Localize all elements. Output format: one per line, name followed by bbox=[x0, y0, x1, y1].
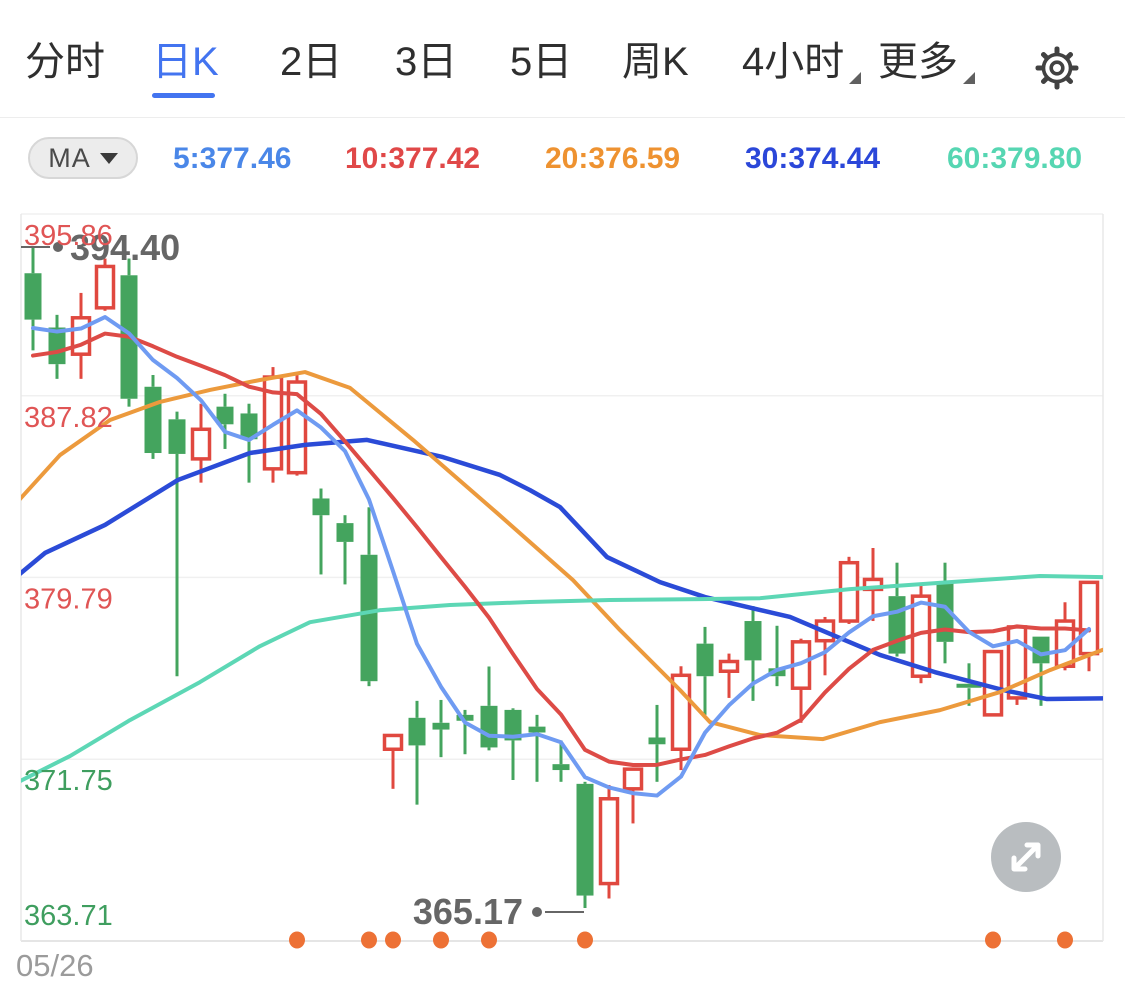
ma-legend: MA 5:377.46 10:377.42 20:376.59 30:374.4… bbox=[0, 130, 1125, 192]
event-dot bbox=[385, 931, 401, 949]
tab-daily-k[interactable]: 日K bbox=[152, 40, 219, 98]
candles bbox=[24, 247, 1100, 908]
event-dot bbox=[481, 931, 497, 949]
tab-4hour[interactable]: 4小时 bbox=[742, 38, 862, 86]
tab-minute[interactable]: 分时 bbox=[25, 40, 105, 84]
chart-period-tabbar: 分时 日K 2日 3日 5日 周K 4小时 更多 bbox=[0, 0, 1125, 118]
high-price-annotation: 394.40 bbox=[70, 227, 180, 268]
legend-ma60: 60:379.80 bbox=[947, 142, 1083, 175]
event-dot bbox=[1057, 931, 1073, 949]
ma60-line bbox=[21, 574, 1103, 783]
event-dots bbox=[289, 931, 1073, 949]
event-dot bbox=[985, 931, 1001, 949]
expand-button[interactable] bbox=[991, 822, 1061, 892]
event-dot bbox=[433, 931, 449, 949]
y-axis-tick-label: 379.79 bbox=[24, 583, 113, 615]
tab-5day[interactable]: 5日 bbox=[510, 40, 573, 84]
ma-selector-label: MA bbox=[48, 142, 91, 173]
gridlines bbox=[20, 213, 1104, 943]
y-axis-tick-label: 395.86 bbox=[24, 220, 113, 252]
y-axis-tick-label: 371.75 bbox=[24, 765, 113, 797]
expand-diagonal-arrows-icon bbox=[1011, 842, 1041, 872]
event-dot bbox=[577, 931, 593, 949]
legend-ma10: 10:377.42 bbox=[345, 142, 481, 175]
x-axis-date-label: 05/26 bbox=[16, 948, 94, 983]
low-price-annotation: 365.17 bbox=[413, 891, 523, 932]
dropdown-triangle-icon bbox=[963, 72, 975, 84]
legend-ma20: 20:376.59 bbox=[545, 142, 681, 175]
y-axis-labels: 395.86 387.82 379.79 371.75 363.71 bbox=[24, 220, 113, 932]
ma20-line bbox=[21, 370, 1103, 742]
tab-2day[interactable]: 2日 bbox=[280, 40, 343, 84]
ma10-line bbox=[31, 331, 1091, 767]
ma5-line bbox=[31, 315, 1091, 798]
tab-more[interactable]: 更多 bbox=[878, 38, 975, 86]
tab-4hour-label: 4小时 bbox=[742, 40, 845, 84]
y-axis-tick-label: 363.71 bbox=[24, 900, 113, 932]
tab-weekly-k[interactable]: 周K bbox=[622, 40, 689, 84]
tab-3day[interactable]: 3日 bbox=[395, 40, 458, 84]
legend-ma5: 5:377.46 bbox=[173, 142, 292, 175]
event-dot bbox=[289, 931, 305, 949]
ma30-line bbox=[21, 437, 1103, 702]
event-dot bbox=[361, 931, 377, 949]
dropdown-triangle-icon bbox=[849, 72, 862, 84]
annotations: 394.40 365.17 bbox=[21, 227, 584, 932]
chevron-down-icon bbox=[99, 152, 118, 164]
gear-icon[interactable] bbox=[1033, 44, 1081, 92]
tab-more-label: 更多 bbox=[878, 40, 958, 84]
ma-selector-button[interactable]: MA bbox=[28, 137, 138, 179]
y-axis-tick-label: 387.82 bbox=[24, 402, 113, 434]
legend-ma30: 30:374.44 bbox=[745, 142, 881, 175]
